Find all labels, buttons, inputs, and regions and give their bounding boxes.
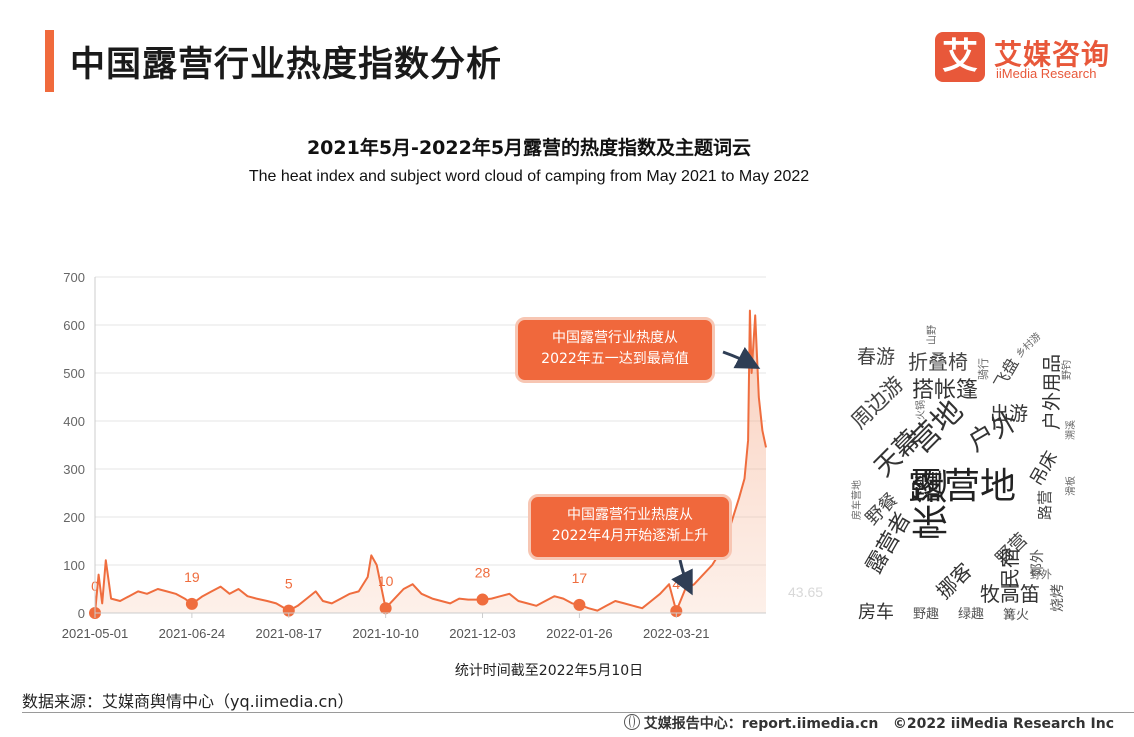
x-tick-label: 2022-01-26	[546, 626, 613, 641]
word-cloud-term: 篝火	[1003, 607, 1029, 623]
globe-icon	[623, 714, 640, 730]
data-point-label: 5	[285, 576, 293, 592]
brand-logo-icon: 艾	[935, 32, 985, 82]
word-cloud-term: 牧高笛	[980, 582, 1040, 606]
data-point-marker	[379, 602, 392, 615]
word-cloud: 露营地帐篷营地户外天幕搭帐篷周边游折叠椅春游牧高笛户外用品出游吊床房车野餐露营者…	[847, 325, 1077, 623]
data-point-label: 10	[378, 573, 394, 589]
peak-annotation-line1: 中国露营行业热度从	[552, 330, 678, 346]
x-tick-label: 2021-05-01	[62, 626, 129, 641]
footer-divider	[22, 712, 1134, 713]
chart-title: 2021年5月-2022年5月露营的热度指数及主题词云	[306, 137, 752, 159]
word-cloud-term: 帐篷	[911, 468, 952, 540]
word-cloud-term: 路营	[1036, 490, 1054, 520]
word-cloud-term: 春游	[857, 346, 895, 368]
word-cloud-term: 折叠椅	[908, 350, 968, 374]
report-center-text: 艾媒报告中心：report.iimedia.cn	[643, 716, 879, 732]
word-cloud-term: 出游	[990, 403, 1028, 425]
word-cloud-term: 郊外	[1029, 549, 1046, 577]
page-title: 中国露营行业热度指数分析	[70, 45, 503, 85]
data-point-marker	[185, 597, 198, 610]
peak-annotation-line2: 2022年五一达到最高值	[541, 351, 689, 367]
word-cloud-term: 滑板	[1064, 476, 1077, 496]
chart-footnote: 统计时间截至2022年5月10日	[454, 663, 644, 679]
rise-annotation-line1: 中国露营行业热度从	[567, 507, 693, 523]
data-point-marker	[573, 598, 586, 611]
y-tick-label: 200	[63, 510, 85, 525]
y-tick-label: 700	[63, 270, 85, 285]
data-point-label: 17	[572, 570, 588, 586]
word-cloud-term: 吊床	[1026, 448, 1062, 490]
x-tick-label: 2021-10-10	[352, 626, 419, 641]
data-point-label: 28	[475, 565, 491, 581]
y-tick-label: 300	[63, 462, 85, 477]
chart-subtitle: The heat index and subject word cloud of…	[248, 168, 810, 185]
data-source: 数据来源：艾媒商舆情中心（yq.iimedia.cn）	[22, 692, 354, 711]
word-cloud-term: 露营地	[908, 466, 1016, 507]
y-tick-label: 600	[63, 318, 85, 333]
word-cloud-term: 乡村游	[1013, 330, 1043, 360]
y-tick-label: 500	[63, 366, 85, 381]
word-cloud-term: 骑行	[977, 358, 990, 380]
word-cloud-term: 民宿	[998, 548, 1022, 588]
data-point-marker	[670, 605, 683, 618]
series-area	[95, 310, 766, 613]
data-point-marker	[476, 593, 489, 606]
rise-annotation-line2: 2022年4月开始逐渐上升	[551, 528, 709, 544]
word-cloud-term: 野外	[1030, 568, 1052, 581]
word-cloud-term: 户外用品	[1041, 354, 1063, 430]
footer-credits: 艾媒报告中心：report.iimedia.cn ©2022 iiMedia R…	[623, 713, 1114, 733]
word-cloud-term: 溯溪	[1064, 420, 1077, 440]
y-tick-label: 100	[63, 558, 85, 573]
copyright-text: ©2022 iiMedia Research Inc	[892, 716, 1114, 732]
x-tick-label: 2022-03-21	[643, 626, 710, 641]
rise-annotation: 中国露营行业热度从 2022年4月开始逐渐上升	[528, 494, 732, 560]
word-cloud-term: 火锅	[915, 400, 927, 420]
brand-name-cn: 艾媒咨询	[994, 38, 1111, 71]
brand-name-en: iiMedia Research	[996, 66, 1097, 81]
data-point-marker	[282, 604, 295, 617]
word-cloud-term: 房车营地	[850, 480, 863, 520]
y-tick-label: 400	[63, 414, 85, 429]
word-cloud-term: 山野	[926, 325, 938, 345]
peak-arrow-icon	[722, 346, 761, 369]
word-cloud-term: 飞盘	[990, 355, 1022, 392]
title-accent-bar	[45, 30, 54, 92]
word-cloud-term: 搭帐篷	[912, 378, 978, 403]
word-cloud-term: 周边游	[847, 372, 909, 434]
data-point-label: 4	[672, 576, 680, 592]
word-cloud-term: 烧烤	[1050, 584, 1066, 612]
word-cloud-term: 野钓	[1060, 360, 1073, 380]
x-tick-label: 2021-06-24	[159, 626, 226, 641]
end-value-label: 43.65	[788, 584, 823, 600]
word-cloud-term: 绿趣	[958, 607, 984, 622]
rise-arrow-icon	[671, 559, 693, 596]
word-cloud-term: 房车	[858, 602, 894, 623]
x-tick-label: 2021-08-17	[256, 626, 323, 641]
y-tick-label: 0	[78, 606, 85, 621]
data-point-label: 19	[184, 569, 200, 585]
word-cloud-term: 野趣	[913, 607, 939, 622]
word-cloud-term: 挪客	[932, 558, 977, 603]
peak-annotation: 中国露营行业热度从 2022年五一达到最高值	[515, 317, 715, 383]
x-tick-label: 2021-12-03	[449, 626, 516, 641]
